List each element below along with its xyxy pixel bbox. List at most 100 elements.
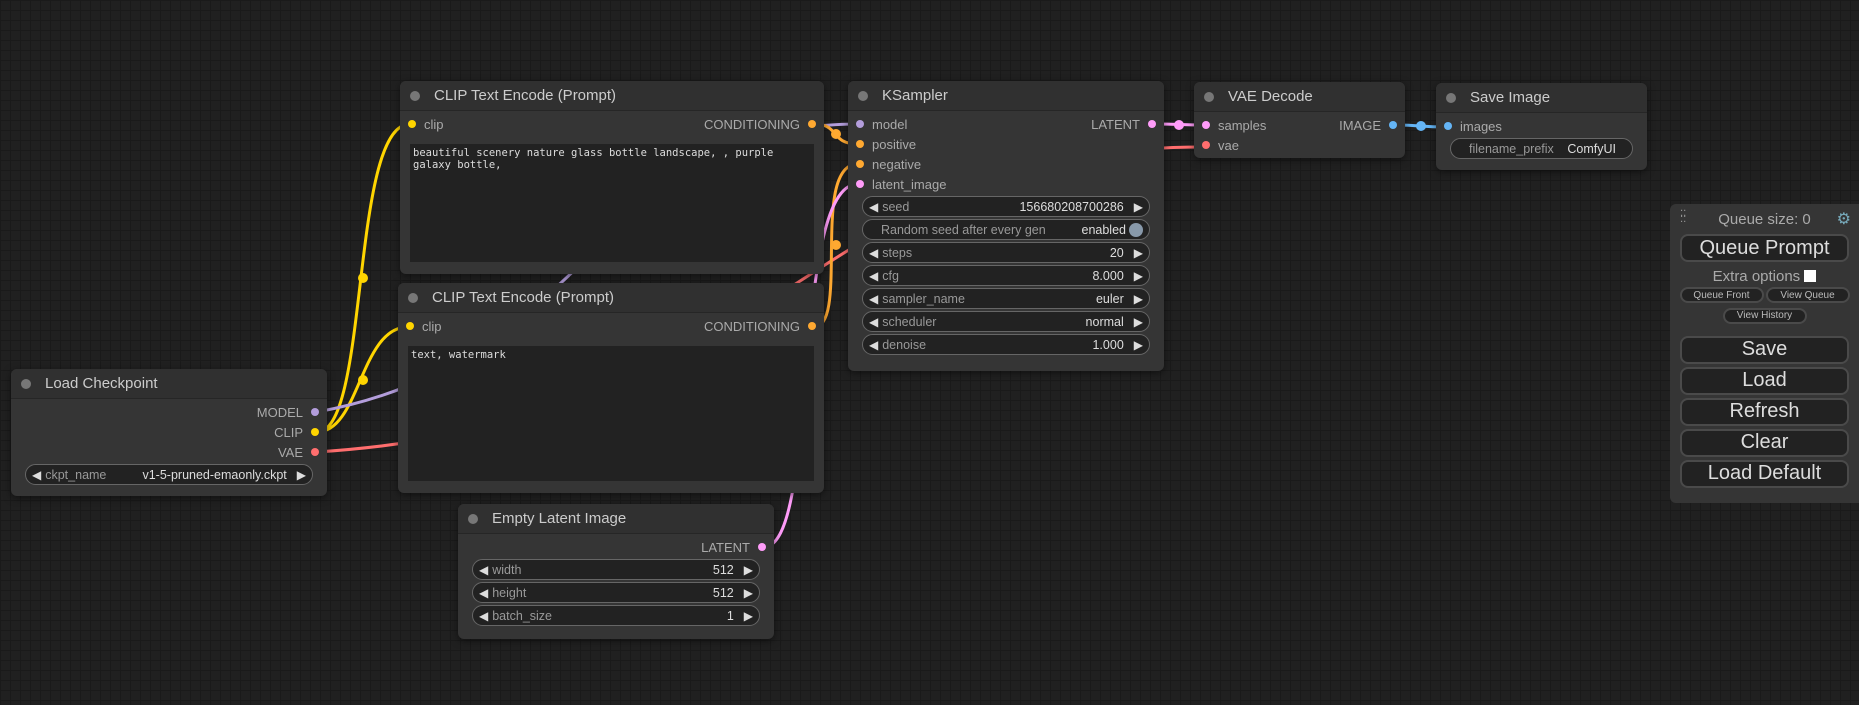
ksampler-node[interactable]: KSampler model LATENT positive negative l…	[848, 81, 1164, 371]
slot-dot-icon[interactable]	[1148, 120, 1156, 128]
clip-text-encode-negative-node[interactable]: CLIP Text Encode (Prompt) clip CONDITION…	[398, 283, 824, 493]
slot-dot-icon[interactable]	[408, 120, 416, 128]
node-title[interactable]: CLIP Text Encode (Prompt)	[400, 81, 824, 111]
arrow-right-icon[interactable]: ▶	[1133, 337, 1143, 352]
sampler-name-widget[interactable]: ◀ sampler_name euler ▶	[862, 288, 1150, 309]
clip-text-encode-positive-node[interactable]: CLIP Text Encode (Prompt) clip CONDITION…	[400, 81, 824, 274]
slot-dot-icon[interactable]	[758, 543, 766, 551]
arrow-right-icon[interactable]: ▶	[743, 608, 753, 623]
view-queue-button[interactable]: View Queue	[1765, 287, 1850, 303]
collapse-dot-icon[interactable]	[1204, 91, 1214, 102]
slot-dot-icon[interactable]	[406, 322, 414, 330]
input-slot-model[interactable]: model	[856, 117, 907, 132]
prompt-textarea[interactable]: beautiful scenery nature glass bottle la…	[410, 144, 814, 262]
slot-dot-icon[interactable]	[856, 140, 864, 148]
output-slot-conditioning[interactable]: CONDITIONING	[704, 319, 816, 334]
output-slot-latent[interactable]: LATENT	[701, 540, 766, 555]
slot-dot-icon[interactable]	[1389, 121, 1397, 129]
node-title[interactable]: KSampler	[848, 81, 1164, 111]
seed-widget[interactable]: ◀ seed 156680208700286 ▶	[862, 196, 1150, 217]
save-image-node[interactable]: Save Image images filename_prefix ComfyUI	[1436, 83, 1647, 170]
scheduler-widget[interactable]: ◀ scheduler normal ▶	[862, 311, 1150, 332]
arrow-left-icon[interactable]: ◀	[479, 585, 489, 600]
slot-dot-icon[interactable]	[311, 408, 319, 416]
load-checkpoint-node[interactable]: Load Checkpoint MODEL CLIP VAE ◀ ckpt_nam…	[11, 369, 327, 496]
arrow-right-icon[interactable]: ▶	[743, 585, 753, 600]
queue-prompt-button[interactable]: Queue Prompt	[1680, 234, 1849, 262]
slot-dot-icon[interactable]	[856, 160, 864, 168]
arrow-left-icon[interactable]: ◀	[869, 314, 879, 329]
slot-dot-icon[interactable]	[1202, 121, 1210, 129]
arrow-left-icon[interactable]: ◀	[869, 245, 879, 260]
view-history-button[interactable]: View History	[1722, 307, 1807, 324]
slot-dot-icon[interactable]	[808, 120, 816, 128]
node-title[interactable]: VAE Decode	[1194, 82, 1405, 112]
load-button[interactable]: Load	[1680, 366, 1849, 395]
input-slot-clip[interactable]: clip	[406, 319, 442, 334]
node-title[interactable]: CLIP Text Encode (Prompt)	[398, 283, 824, 313]
output-slot-conditioning[interactable]: CONDITIONING	[704, 117, 816, 132]
slot-dot-icon[interactable]	[856, 120, 864, 128]
arrow-left-icon[interactable]: ◀	[869, 291, 879, 306]
arrow-left-icon[interactable]: ◀	[869, 268, 879, 283]
input-slot-negative[interactable]: negative	[856, 157, 921, 172]
output-slot-vae[interactable]: VAE	[278, 445, 319, 460]
slot-dot-icon[interactable]	[856, 180, 864, 188]
collapse-dot-icon[interactable]	[410, 90, 420, 101]
load-default-button[interactable]: Load Default	[1680, 459, 1849, 488]
denoise-widget[interactable]: ◀ denoise 1.000 ▶	[862, 334, 1150, 355]
arrow-left-icon[interactable]: ◀	[869, 199, 879, 214]
cfg-widget[interactable]: ◀ cfg 8.000 ▶	[862, 265, 1150, 286]
collapse-dot-icon[interactable]	[468, 513, 478, 524]
collapse-dot-icon[interactable]	[858, 90, 868, 101]
collapse-dot-icon[interactable]	[1446, 92, 1456, 103]
arrow-right-icon[interactable]: ▶	[1133, 314, 1143, 329]
input-slot-clip[interactable]: clip	[408, 117, 444, 132]
queue-front-button[interactable]: Queue Front	[1679, 287, 1764, 303]
input-slot-samples[interactable]: samples	[1202, 118, 1266, 133]
arrow-right-icon[interactable]: ▶	[1133, 245, 1143, 260]
output-slot-image[interactable]: IMAGE	[1339, 118, 1397, 133]
node-title[interactable]: Load Checkpoint	[11, 369, 327, 399]
wire-midpoint[interactable]	[1416, 121, 1426, 131]
arrow-right-icon[interactable]: ▶	[1133, 268, 1143, 283]
wire-midpoint[interactable]	[358, 375, 368, 385]
output-slot-clip[interactable]: CLIP	[274, 425, 319, 440]
empty-latent-image-node[interactable]: Empty Latent Image LATENT ◀ width 512 ▶ ◀ he…	[458, 504, 774, 639]
ckpt-name-combo[interactable]: ◀ ckpt_name v1-5-pruned-emaonly.ckpt ▶	[25, 464, 313, 485]
clear-button[interactable]: Clear	[1680, 428, 1849, 457]
arrow-left-icon[interactable]: ◀	[869, 337, 879, 352]
input-slot-vae[interactable]: vae	[1202, 138, 1239, 153]
arrow-right-icon[interactable]: ▶	[743, 562, 753, 577]
wire-midpoint[interactable]	[831, 129, 841, 139]
slot-dot-icon[interactable]	[1444, 122, 1452, 130]
collapse-dot-icon[interactable]	[408, 292, 418, 303]
slot-dot-icon[interactable]	[1202, 141, 1210, 149]
wire-midpoint[interactable]	[358, 273, 368, 283]
output-slot-latent[interactable]: LATENT	[1091, 117, 1156, 132]
wire-midpoint[interactable]	[831, 240, 841, 250]
arrow-right-icon[interactable]: ▶	[296, 467, 306, 482]
width-widget[interactable]: ◀ width 512 ▶	[472, 559, 760, 580]
collapse-dot-icon[interactable]	[21, 378, 31, 389]
node-title[interactable]: Empty Latent Image	[458, 504, 774, 534]
vae-decode-node[interactable]: VAE Decode samples IMAGE vae	[1194, 82, 1405, 158]
node-title[interactable]: Save Image	[1436, 83, 1647, 113]
slot-dot-icon[interactable]	[311, 428, 319, 436]
input-slot-positive[interactable]: positive	[856, 137, 916, 152]
wire-midpoint[interactable]	[1174, 120, 1184, 130]
filename-prefix-widget[interactable]: filename_prefix ComfyUI	[1450, 138, 1633, 159]
toggle-knob-icon[interactable]	[1129, 222, 1143, 237]
height-widget[interactable]: ◀ height 512 ▶	[472, 582, 760, 603]
save-button[interactable]: Save	[1680, 335, 1849, 364]
input-slot-latent-image[interactable]: latent_image	[856, 177, 946, 192]
batch-size-widget[interactable]: ◀ batch_size 1 ▶	[472, 605, 760, 626]
arrow-right-icon[interactable]: ▶	[1133, 291, 1143, 306]
input-slot-images[interactable]: images	[1444, 119, 1502, 134]
arrow-right-icon[interactable]: ▶	[1133, 199, 1143, 214]
arrow-left-icon[interactable]: ◀	[479, 562, 489, 577]
output-slot-model[interactable]: MODEL	[257, 405, 319, 420]
prompt-textarea[interactable]: text, watermark	[408, 346, 814, 481]
gear-icon[interactable]: ⚙	[1836, 211, 1851, 228]
refresh-button[interactable]: Refresh	[1680, 397, 1849, 426]
